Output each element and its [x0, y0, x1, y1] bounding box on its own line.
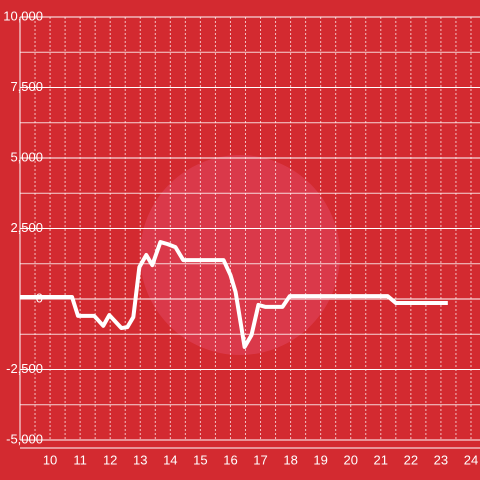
x-tick-label: 20: [343, 452, 357, 467]
x-tick-label: 23: [434, 452, 448, 467]
x-tick-label: 16: [223, 452, 237, 467]
y-tick-label: -5,000: [6, 431, 43, 446]
x-tick-label: 10: [43, 452, 57, 467]
x-tick-label: 13: [133, 452, 147, 467]
y-tick-label: 10,000: [3, 8, 43, 23]
data-line: [20, 240, 448, 349]
y-tick-label: -2,500: [6, 361, 43, 376]
x-tick-label: 24: [464, 452, 478, 467]
x-tick-label: 17: [253, 452, 267, 467]
x-tick-label: 15: [193, 452, 207, 467]
x-tick-label: 11: [73, 452, 87, 467]
y-tick-label: 2,500: [10, 220, 43, 235]
x-tick-label: 22: [404, 452, 418, 467]
watermark: [140, 155, 340, 355]
x-tick-label: 21: [374, 452, 388, 467]
x-tick-label: 18: [283, 452, 297, 467]
y-tick-label: 7,500: [10, 79, 43, 94]
x-tick-label: 14: [163, 452, 177, 467]
watermark-circle: [140, 155, 340, 355]
y-tick-label: 5,000: [10, 149, 43, 164]
x-tick-label: 19: [313, 452, 327, 467]
x-tick-label: 12: [103, 452, 117, 467]
